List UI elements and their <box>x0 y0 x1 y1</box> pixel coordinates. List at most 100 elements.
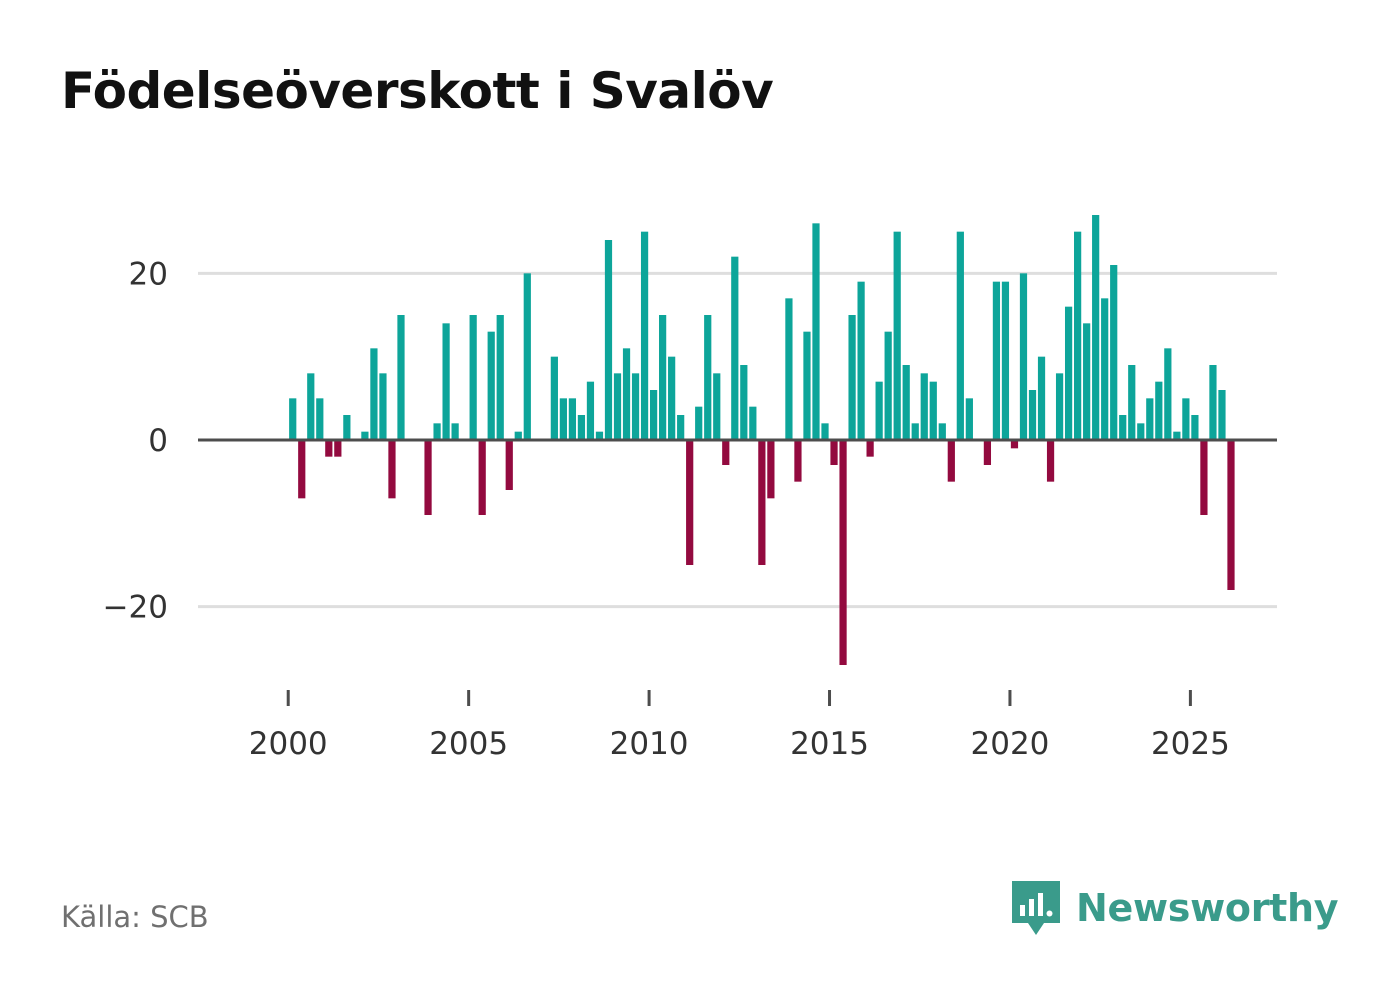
bar-negative <box>1200 440 1208 515</box>
bar-positive <box>1019 273 1028 440</box>
bar-positive <box>1092 215 1100 440</box>
bar-positive <box>1064 306 1073 440</box>
bar-positive <box>902 365 910 440</box>
bar-positive <box>992 281 1001 440</box>
bar-positive <box>1191 415 1199 440</box>
bar-positive <box>1001 281 1010 440</box>
bar-positive <box>1209 365 1217 440</box>
bar-positive <box>568 398 577 440</box>
bar-positive <box>559 398 567 440</box>
newsworthy-logo[interactable]: Newsworthy <box>1010 877 1339 939</box>
bar-positive <box>1037 356 1046 440</box>
bar-positive <box>289 398 297 440</box>
bar-positive <box>920 373 928 440</box>
chart-title: Födelseöverskott i Svalöv <box>61 62 774 120</box>
bar-positive <box>1146 398 1154 440</box>
bar-positive <box>433 423 441 440</box>
bar-negative <box>767 440 775 499</box>
bar-positive <box>911 423 919 440</box>
bar-positive <box>1218 390 1226 440</box>
bar-positive <box>713 373 721 440</box>
bar-positive <box>1137 423 1145 440</box>
x-tick-label: 2005 <box>429 726 508 762</box>
bar-positive <box>442 323 450 440</box>
bar-positive <box>812 223 820 440</box>
bar-positive <box>451 423 459 440</box>
brand-name: Newsworthy <box>1076 886 1339 930</box>
bar-negative <box>794 440 802 482</box>
bar-positive <box>1074 231 1082 440</box>
bar-positive <box>514 431 522 440</box>
bar-positive <box>631 373 640 440</box>
x-tick-label: 2020 <box>971 726 1050 762</box>
bar-positive <box>1155 381 1163 440</box>
bar-negative <box>298 440 306 499</box>
bar-positive <box>577 415 586 440</box>
bar-positive <box>622 348 631 440</box>
x-tick-label: 2015 <box>790 726 869 762</box>
bar-positive <box>740 365 748 440</box>
bar-positive <box>803 331 811 440</box>
x-tick-label: 2010 <box>610 726 689 762</box>
y-tick-label: 20 <box>129 256 168 292</box>
bar-positive <box>1083 323 1091 440</box>
bar-positive <box>1119 415 1127 440</box>
bar-positive <box>938 423 946 440</box>
bar-positive <box>640 231 649 440</box>
bar-positive <box>821 423 829 440</box>
bar-positive <box>1055 373 1064 440</box>
bar-positive <box>397 315 405 440</box>
bar-positive <box>379 373 387 440</box>
bar-positive <box>848 315 856 440</box>
bar-positive <box>487 331 495 440</box>
bar-negative <box>1010 440 1019 449</box>
bar-positive <box>857 281 865 440</box>
bar-negative <box>334 440 342 457</box>
bar-positive <box>550 356 558 440</box>
bar-positive <box>749 406 757 440</box>
bar-positive <box>1182 398 1190 440</box>
bar-positive <box>316 398 324 440</box>
bar-positive <box>956 231 964 440</box>
x-tick-label: 2000 <box>249 726 328 762</box>
bar-negative <box>722 440 730 465</box>
bar-negative <box>478 440 486 515</box>
bar-negative <box>505 440 513 490</box>
bar-positive <box>649 390 658 440</box>
bar-positive <box>965 398 973 440</box>
bar-positive <box>1101 298 1109 440</box>
bar-positive <box>613 373 622 440</box>
bars <box>289 215 1235 665</box>
bar-positive <box>1173 431 1181 440</box>
bar-negative <box>758 440 766 565</box>
bar-positive <box>668 356 676 440</box>
bar-positive <box>1164 348 1172 440</box>
bar-negative <box>947 440 955 482</box>
y-tick-label: 0 <box>148 423 168 459</box>
y-tick-label: −20 <box>103 590 168 626</box>
bar-negative <box>388 440 396 499</box>
bar-positive <box>695 406 703 440</box>
bar-positive <box>1110 265 1118 440</box>
bar-negative <box>1227 440 1235 590</box>
bar-positive <box>469 315 477 440</box>
x-axis: 2000 2005 2010 2015 2020 2025 <box>249 690 1230 762</box>
bar-positive <box>1128 365 1136 440</box>
bar-negative <box>686 440 694 565</box>
bar-positive <box>604 240 613 440</box>
bar-negative <box>839 440 847 665</box>
x-tick-label: 2025 <box>1151 726 1230 762</box>
newsworthy-icon <box>1012 881 1060 935</box>
bar-positive <box>586 381 595 440</box>
bar-negative <box>983 440 992 465</box>
bar-positive <box>1028 390 1037 440</box>
bar-positive <box>361 431 369 440</box>
bar-negative <box>866 440 874 457</box>
source-label: Källa: SCB <box>61 900 209 934</box>
y-axis: 20 0 −20 <box>103 256 168 625</box>
bar-positive <box>659 315 667 440</box>
bar-positive <box>785 298 793 440</box>
bar-positive <box>704 315 712 440</box>
bar-positive <box>731 256 739 440</box>
